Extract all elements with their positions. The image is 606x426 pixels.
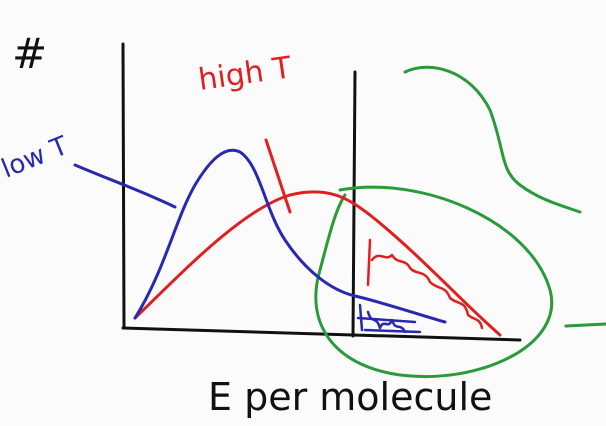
paper [0,0,606,426]
green-line [566,324,606,326]
x-axis-label: E per molecule [208,375,492,419]
sketch: # high T low T E per molecule [0,0,606,426]
page: # high T low T E per molecule (() => { c… [0,0,606,426]
y-axis-label: # [12,29,47,78]
